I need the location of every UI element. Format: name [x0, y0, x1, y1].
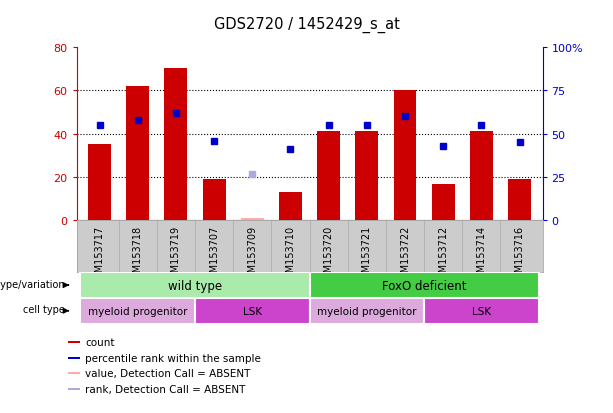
Bar — [126, 87, 149, 221]
Text: value, Detection Call = ABSENT: value, Detection Call = ABSENT — [85, 368, 251, 378]
Text: LSK: LSK — [472, 306, 491, 316]
Bar — [310, 273, 539, 298]
Bar — [68, 342, 80, 344]
Bar — [310, 298, 424, 324]
Bar — [394, 91, 416, 221]
Text: GSM153707: GSM153707 — [209, 225, 219, 284]
Bar — [356, 132, 378, 221]
Text: GDS2720 / 1452429_s_at: GDS2720 / 1452429_s_at — [213, 17, 400, 33]
Text: myeloid progenitor: myeloid progenitor — [88, 306, 188, 316]
Text: percentile rank within the sample: percentile rank within the sample — [85, 353, 261, 363]
Text: GSM153712: GSM153712 — [438, 225, 448, 284]
Bar — [508, 180, 531, 221]
Text: GSM153721: GSM153721 — [362, 225, 372, 284]
Text: wild type: wild type — [168, 279, 222, 292]
Text: GSM153714: GSM153714 — [476, 225, 486, 284]
Text: cell type: cell type — [23, 305, 65, 315]
Bar — [88, 145, 111, 221]
Bar — [241, 219, 264, 221]
Bar — [203, 180, 226, 221]
Bar — [470, 132, 493, 221]
Bar — [164, 69, 188, 221]
Bar — [68, 388, 80, 390]
Text: GSM153716: GSM153716 — [514, 225, 525, 284]
Bar — [195, 298, 310, 324]
Bar — [317, 132, 340, 221]
Text: rank, Detection Call = ABSENT: rank, Detection Call = ABSENT — [85, 384, 246, 394]
Text: GSM153709: GSM153709 — [247, 225, 257, 284]
Bar — [68, 373, 80, 375]
Text: GSM153710: GSM153710 — [286, 225, 295, 284]
Text: GSM153722: GSM153722 — [400, 225, 410, 284]
Bar — [432, 184, 455, 221]
Text: FoxO deficient: FoxO deficient — [382, 279, 466, 292]
Bar — [279, 193, 302, 221]
Text: GSM153719: GSM153719 — [171, 225, 181, 284]
Bar — [80, 273, 310, 298]
Text: myeloid progenitor: myeloid progenitor — [317, 306, 417, 316]
Text: GSM153717: GSM153717 — [94, 225, 105, 284]
Bar — [424, 298, 539, 324]
Bar — [80, 298, 195, 324]
Text: LSK: LSK — [243, 306, 262, 316]
Text: GSM153720: GSM153720 — [324, 225, 333, 284]
Text: genotype/variation: genotype/variation — [0, 279, 65, 289]
Bar — [68, 357, 80, 359]
Text: GSM153718: GSM153718 — [133, 225, 143, 284]
Text: count: count — [85, 338, 115, 348]
